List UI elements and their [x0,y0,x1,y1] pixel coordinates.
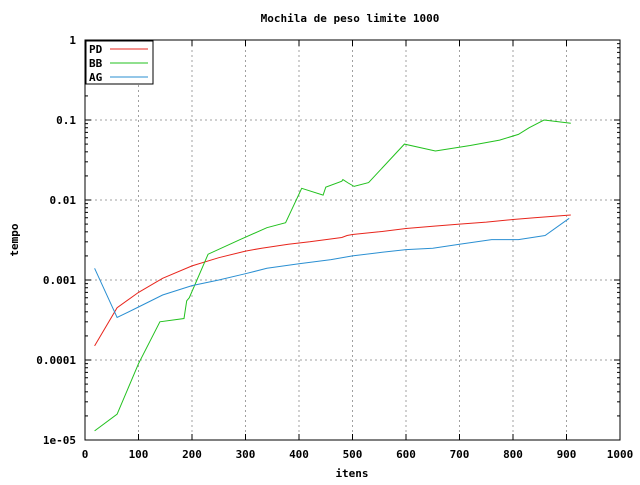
plot-frame [84,39,621,441]
x-tick-label: 500 [343,448,363,461]
y-axis-label: tempo [8,223,21,256]
legend-label-bb: BB [89,57,103,70]
x-tick-label: 400 [289,448,309,461]
y-tick-label: 0.001 [43,274,76,287]
y-tick-label: 1e-05 [43,434,76,447]
x-tick-label: 200 [182,448,202,461]
axis-ticks: 0 100 200 300 400 500 600 700 800 900 1000 1e-05 0.0… [36,34,633,461]
y-tick-label: 0.01 [50,194,77,207]
x-axis-label: itens [335,467,368,480]
legend-label-pd: PD [89,43,103,56]
series-lines [94,119,571,432]
chart-title: Mochila de peso limite 1000 [261,12,440,25]
legend-label-ag: AG [89,71,103,84]
x-tick-label: 900 [557,448,577,461]
series-line-bb [94,119,571,432]
series-line-pd [94,214,571,347]
grid [85,40,620,440]
x-tick-label: 800 [503,448,523,461]
series-line-ag [94,217,570,319]
x-tick-label: 700 [450,448,470,461]
y-tick-label: 1 [69,34,76,47]
y-tick-label: 0.0001 [36,354,76,367]
x-tick-label: 0 [82,448,89,461]
y-tick-label: 0.1 [56,114,76,127]
x-tick-label: 300 [236,448,256,461]
x-tick-label: 100 [129,448,149,461]
x-tick-label: 1000 [607,448,634,461]
x-tick-label: 600 [396,448,416,461]
